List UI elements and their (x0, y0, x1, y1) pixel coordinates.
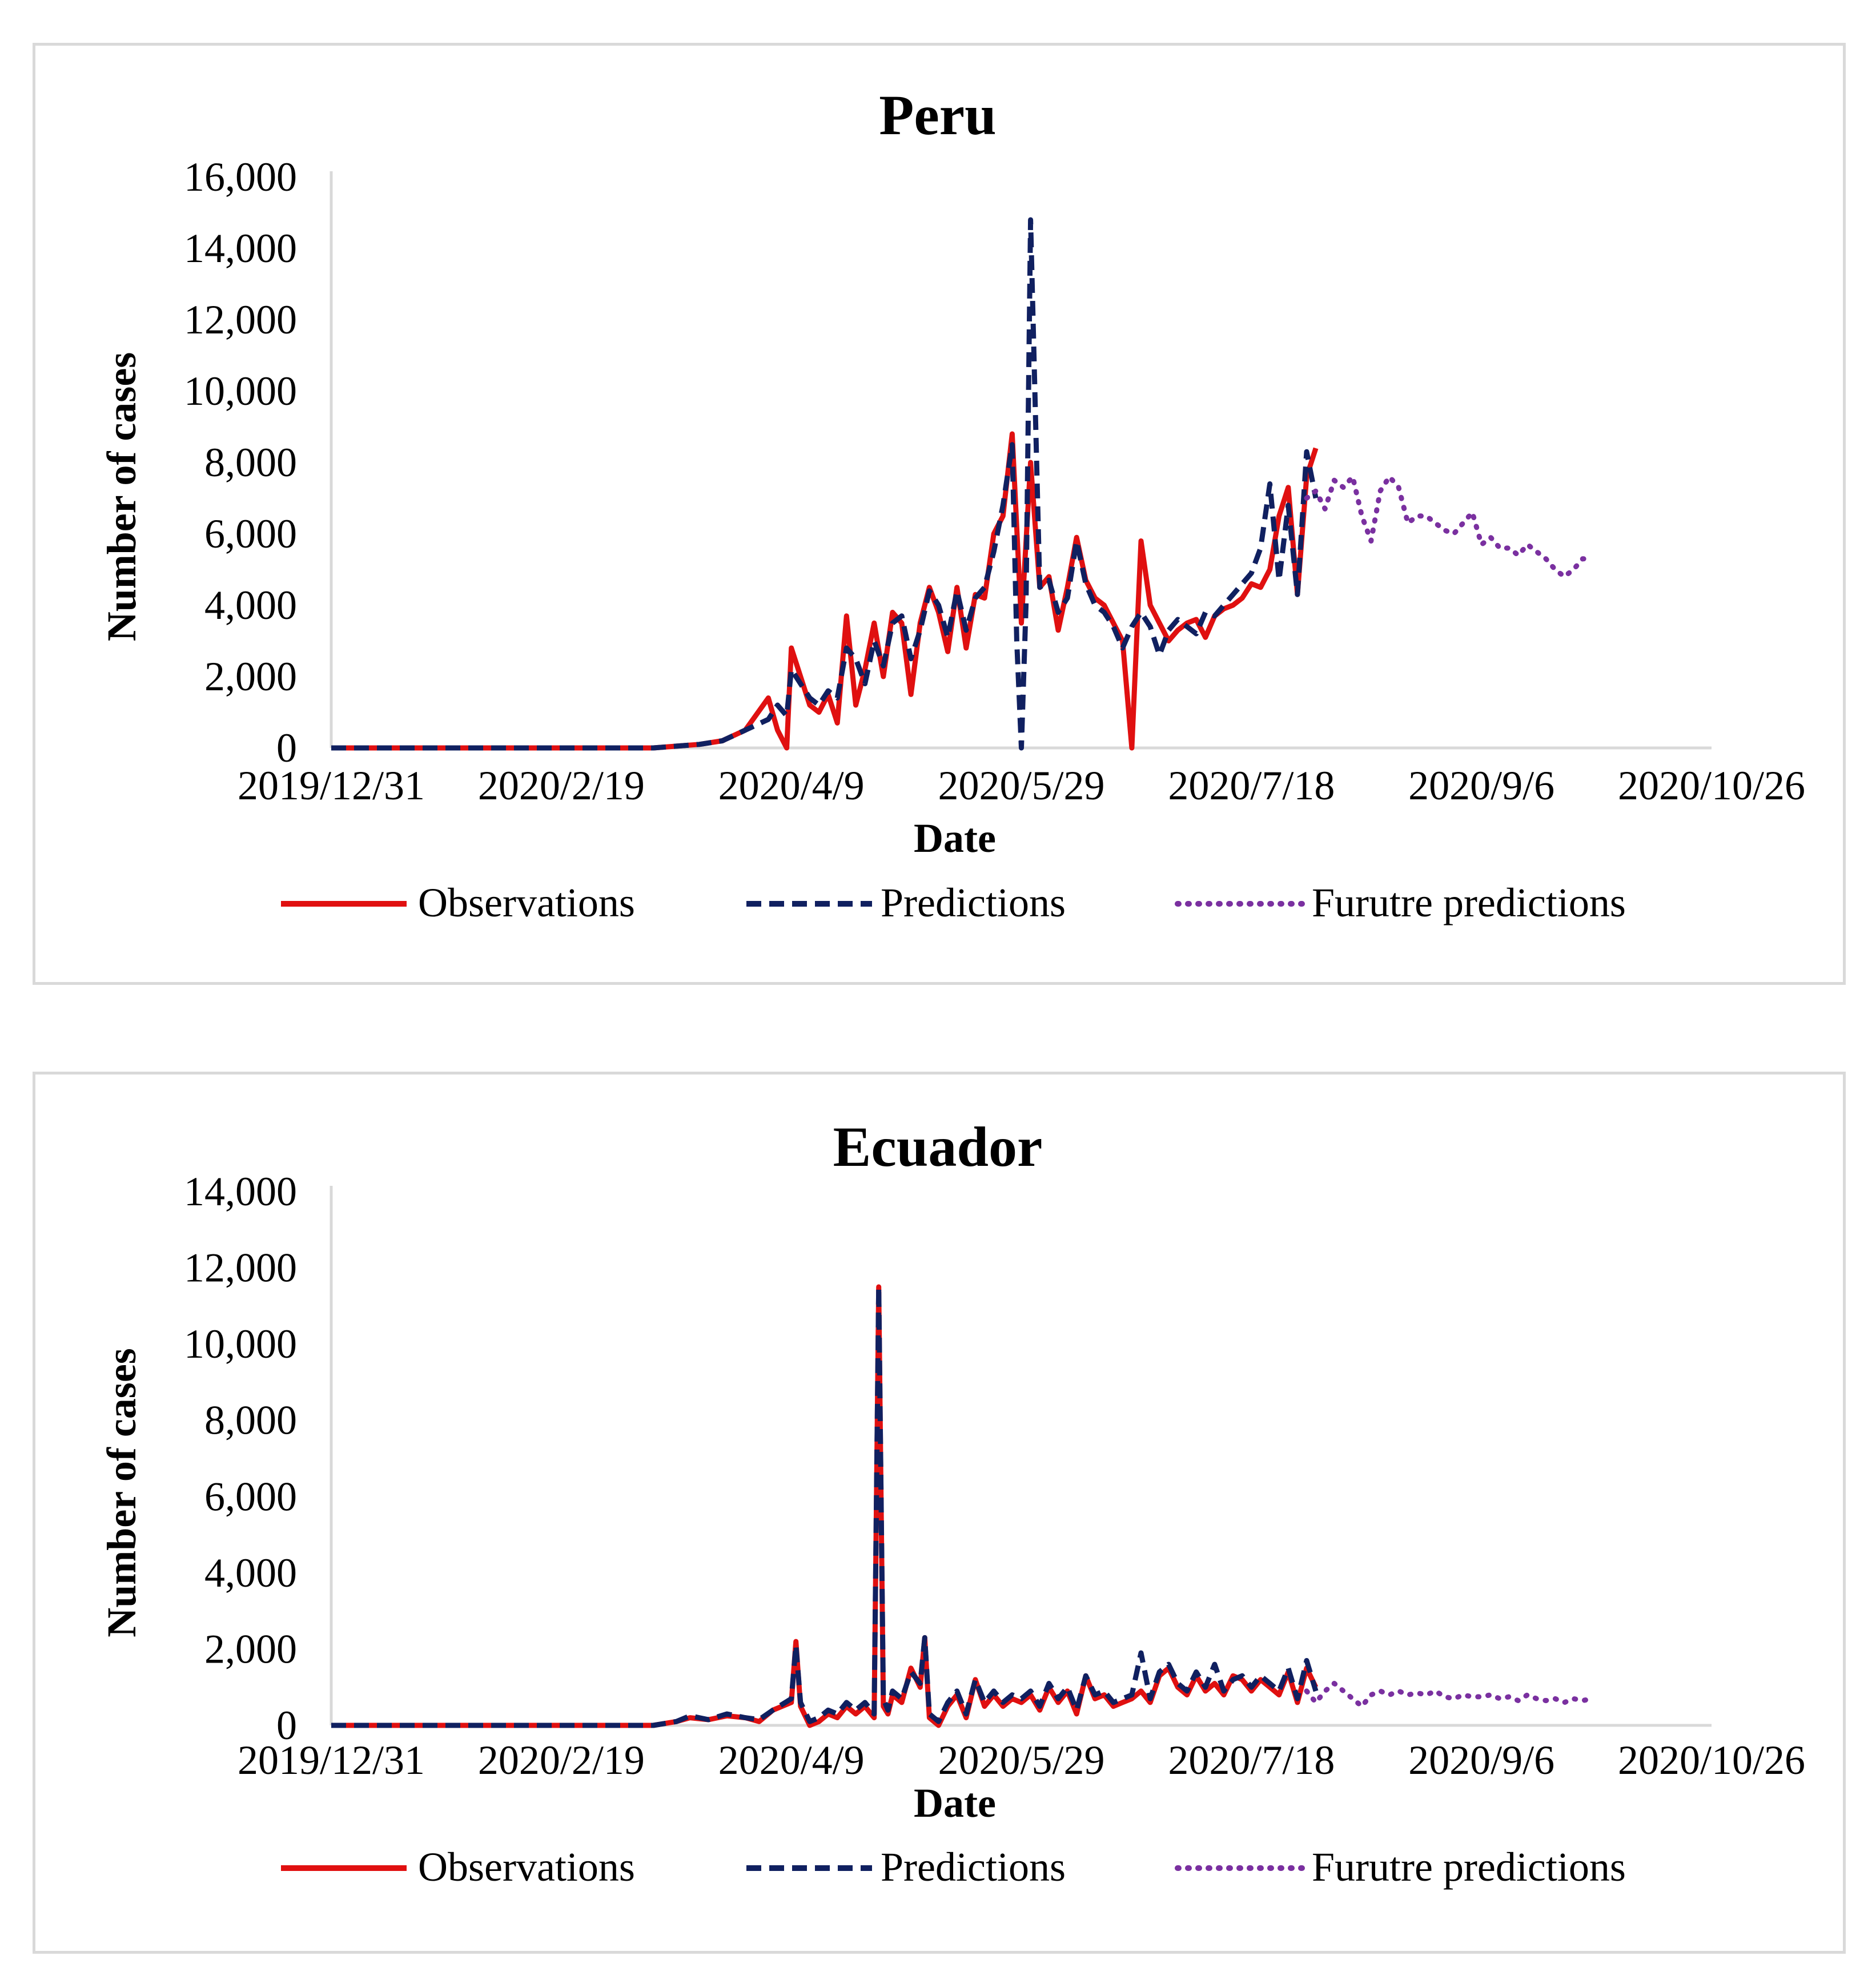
y-tick-label: 6,000 (204, 1474, 297, 1519)
series-line-predictions (331, 217, 1319, 751)
y-axis-title: Number of cases (99, 1348, 144, 1637)
y-tick-label: 14,000 (184, 1169, 297, 1214)
x-tick-label: 2020/10/26 (1618, 1737, 1805, 1783)
ecuador-chart-panel: Ecuador 0 2,000 4,000 6,000 8,000 10,000 12,000… (33, 1072, 1846, 1954)
y-tick-label: 10,000 (184, 368, 297, 414)
y-tick-label: 10,000 (184, 1321, 297, 1367)
y-tick-label: 6,000 (204, 511, 297, 557)
y-tick-label: 14,000 (184, 226, 297, 271)
y-tick-label: 0 (276, 1703, 297, 1748)
series-line-observations (331, 1284, 1319, 1728)
x-axis-title: Date (914, 815, 996, 861)
x-tick-label: 2020/9/6 (1408, 1737, 1554, 1783)
x-axis-title: Date (914, 1780, 996, 1826)
series-line-future (1304, 1681, 1594, 1709)
legend-label-observations: Observations (418, 880, 635, 925)
x-tick-label: 2020/5/29 (938, 763, 1104, 808)
ecuador-chart: Ecuador 0 2,000 4,000 6,000 8,000 10,000 12,000… (99, 1115, 1805, 1890)
y-tick-label: 4,000 (204, 1550, 297, 1596)
x-tick-label: 2020/7/18 (1168, 1737, 1335, 1783)
x-tick-label: 2020/10/26 (1618, 763, 1805, 808)
y-tick-label: 2,000 (204, 654, 297, 699)
legend-label-predictions: Predictions (881, 1844, 1066, 1890)
x-tick-label: 2020/9/6 (1408, 763, 1554, 808)
x-tick-label: 2020/4/9 (718, 1737, 865, 1783)
series-line-observations (331, 431, 1319, 751)
y-tick-label: 8,000 (204, 1398, 297, 1443)
x-tick-label: 2019/12/31 (238, 1737, 425, 1783)
series-line-predictions (331, 1284, 1319, 1728)
legend-label-predictions: Predictions (881, 880, 1066, 925)
legend-label-observations: Observations (418, 1844, 635, 1890)
y-tick-label: 2,000 (204, 1626, 297, 1672)
y-tick-label: 12,000 (184, 1245, 297, 1291)
y-tick-label: 0 (276, 725, 297, 771)
x-tick-label: 2020/4/9 (718, 763, 865, 808)
y-tick-label: 12,000 (184, 297, 297, 343)
legend-label-future: Furutre predictions (1312, 1844, 1626, 1890)
y-axis-title: Number of cases (99, 352, 144, 642)
y-tick-label: 8,000 (204, 440, 297, 485)
legend-label-future: Furutre predictions (1312, 880, 1626, 925)
y-tick-label: 16,000 (184, 154, 297, 200)
x-tick-label: 2020/5/29 (938, 1737, 1104, 1783)
x-tick-label: 2020/2/19 (478, 1737, 645, 1783)
chart-title: Peru (879, 83, 996, 147)
x-tick-label: 2020/2/19 (478, 763, 645, 808)
series-line-future (1304, 474, 1594, 580)
chart-title: Ecuador (833, 1115, 1043, 1178)
y-tick-label: 4,000 (204, 582, 297, 628)
peru-chart-panel: Peru 0 2,000 4,000 6,000 8,000 10,000 12,000 14,… (33, 43, 1846, 985)
x-tick-label: 2019/12/31 (238, 763, 425, 808)
x-tick-label: 2020/7/18 (1168, 763, 1335, 808)
peru-chart: Peru 0 2,000 4,000 6,000 8,000 10,000 12,000 14,… (99, 83, 1805, 925)
